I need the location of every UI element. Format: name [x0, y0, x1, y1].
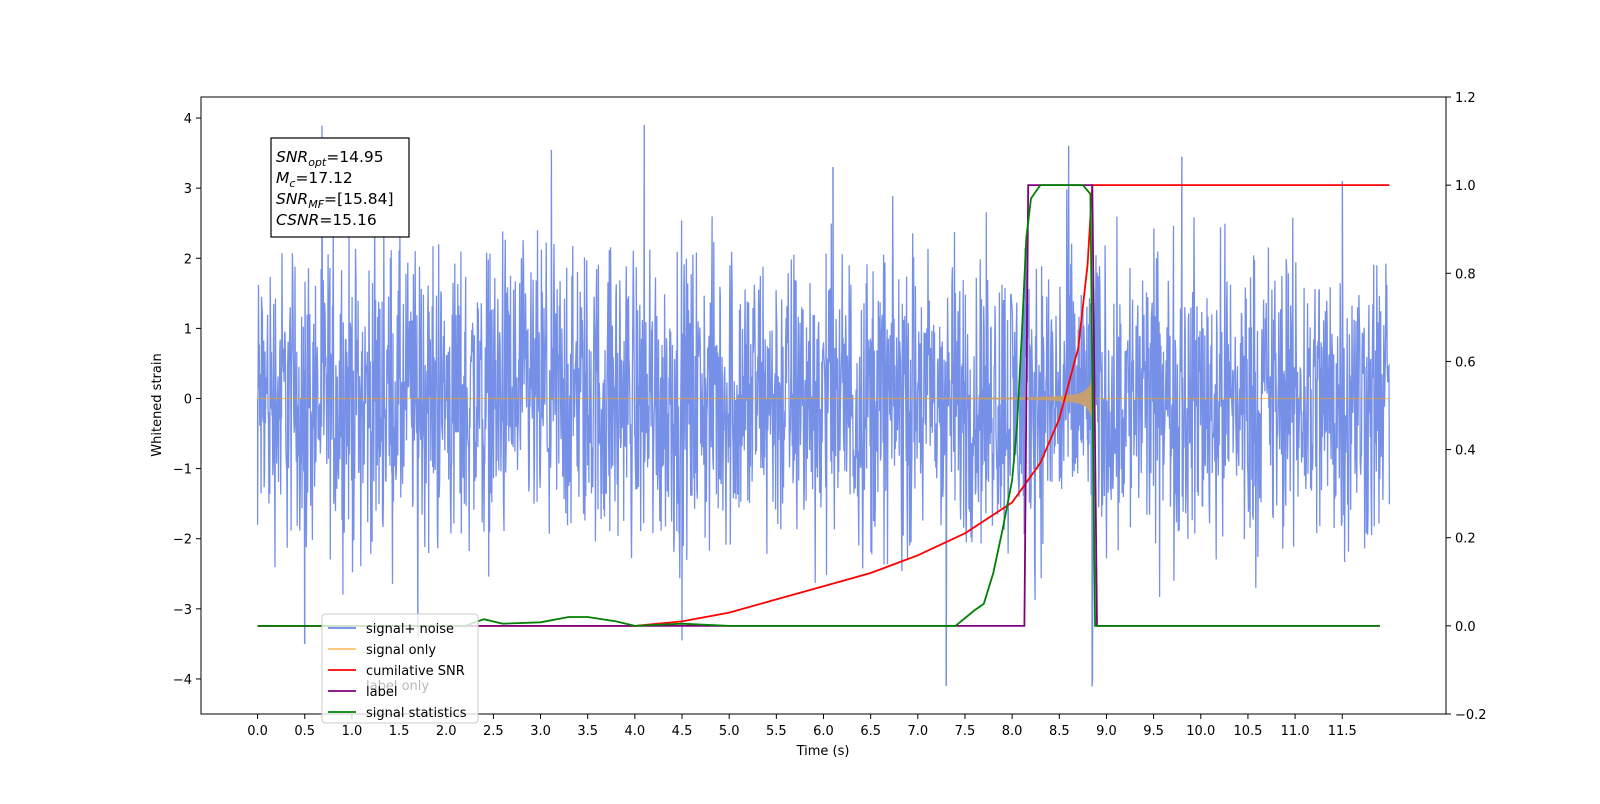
x-axis-label: Time (s): [796, 744, 850, 759]
annotation-box: [270, 137, 410, 238]
legend-label: signal+ noise: [366, 622, 454, 637]
x-tick-label: 8.0: [1002, 724, 1023, 739]
x-tick-label: 7.5: [955, 724, 976, 739]
y-tick-label-right: 0.0: [1455, 620, 1476, 635]
y-axis-label: Whitened strain: [150, 353, 165, 456]
series-signal-statistics: [257, 184, 1380, 627]
x-tick-label: 9.0: [1096, 724, 1117, 739]
legend-label: signal statistics: [366, 706, 467, 721]
metrics-annotation: SNRopt=14.95Mc=17.12SNRMF=[15.84]CSNR=15…: [270, 137, 410, 238]
y-tick-label-right: 0.8: [1455, 267, 1476, 282]
y-tick-label-left: −2: [173, 533, 192, 548]
x-tick-label: 8.5: [1049, 724, 1070, 739]
x-tick-label: 2.5: [483, 724, 504, 739]
x-tick-label: 5.0: [719, 724, 740, 739]
x-tick-label: 0.5: [294, 724, 315, 739]
x-tick-label: 6.5: [860, 724, 881, 739]
legend-label: cumilative SNR: [366, 664, 465, 679]
y-tick-label-right: 0.2: [1455, 532, 1476, 547]
x-tick-label: 11.0: [1281, 724, 1310, 739]
x-tick-label: 2.0: [436, 724, 457, 739]
y-tick-label-right: 1.2: [1455, 91, 1476, 106]
series-signal-noise: [256, 125, 1391, 687]
x-tick-label: 11.5: [1328, 724, 1357, 739]
y-tick-label-left: −4: [173, 673, 192, 688]
y-tick-label-left: 4: [184, 112, 192, 127]
x-tick-label: 10.0: [1186, 724, 1215, 739]
legend-label: signal only: [366, 643, 436, 658]
x-tick-label: 3.0: [530, 724, 551, 739]
y-tick-label-left: 1: [184, 322, 192, 337]
x-tick-label: 7.0: [907, 724, 928, 739]
annotation-line: SNRMF=[15.84]: [276, 190, 394, 211]
x-tick-label: 6.0: [813, 724, 834, 739]
series-cumilative-snr: [257, 184, 1390, 627]
y-tick-label-right: 1.0: [1455, 179, 1476, 194]
annotation-line: CSNR=15.16: [276, 211, 377, 229]
legend-label: label: [366, 685, 397, 700]
y-tick-label-left: 0: [184, 392, 192, 407]
x-tick-label: 4.0: [625, 724, 646, 739]
legend-box: [321, 613, 479, 724]
x-tick-label: 4.5: [672, 724, 693, 739]
annotation-line: Mc=17.12: [276, 169, 353, 190]
y-tick-label-right: 0.6: [1455, 355, 1476, 370]
y-tick-label-left: 2: [184, 252, 192, 267]
ticks-layer: 0.0 0.5 1.0 1.5 2.0 2.5 3.0 3.5 4.0 4.5 5.0 5.5 6.0 6…: [173, 91, 1487, 739]
legend-ghost-text: label only: [366, 679, 429, 694]
series-layer: [256, 125, 1391, 687]
x-tick-label: 5.5: [766, 724, 787, 739]
x-tick-label: 1.0: [342, 724, 363, 739]
x-tick-label: 9.5: [1143, 724, 1164, 739]
series-signal-only-envelope: [634, 378, 1092, 419]
x-tick-label: 3.5: [577, 724, 598, 739]
annotation-line: SNRopt=14.95: [276, 148, 384, 169]
x-tick-label: 1.5: [389, 724, 410, 739]
y-tick-label-right: 0.4: [1455, 444, 1476, 459]
legend: label only signal+ noise signal only cumil…: [321, 613, 479, 724]
x-tick-label: 0.0: [247, 724, 268, 739]
x-tick-label: 10.5: [1233, 724, 1262, 739]
y-tick-label-left: −3: [173, 603, 192, 618]
y-tick-label-left: −1: [173, 463, 192, 478]
y-tick-label-right: −0.2: [1455, 708, 1487, 723]
y-tick-label-left: 3: [184, 182, 192, 197]
